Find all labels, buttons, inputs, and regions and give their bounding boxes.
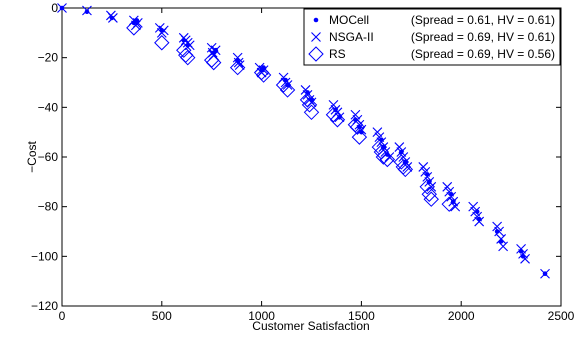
x-point — [516, 243, 526, 254]
x-tick-label: 0 — [59, 309, 66, 323]
dot-point — [283, 77, 288, 83]
diamond-point — [255, 67, 272, 83]
dot-point — [518, 249, 524, 254]
dot-point — [424, 172, 430, 177]
y-tick-label: 0 — [51, 1, 58, 15]
diamond-point — [180, 49, 196, 66]
y-tick-label: −60 — [38, 150, 59, 164]
dot-point — [520, 254, 526, 259]
dot-point — [309, 97, 314, 103]
x-point — [418, 162, 429, 172]
dot-point — [285, 82, 290, 88]
dot-point — [357, 124, 362, 130]
diamond-point — [126, 20, 142, 36]
dot-point — [109, 15, 115, 21]
dot-point — [213, 47, 218, 53]
x-point — [496, 234, 507, 244]
diamond-point — [301, 97, 318, 113]
y-tick-label: −40 — [38, 100, 59, 114]
x-point — [442, 181, 453, 192]
y-axis-label: −Cost — [25, 140, 39, 172]
legend-x-marker — [311, 32, 321, 42]
x-point — [350, 109, 361, 120]
diamond-point — [421, 186, 437, 202]
x-tick-label: 2000 — [448, 309, 475, 323]
diamond-point — [229, 59, 246, 76]
dot-point — [476, 216, 482, 222]
legend-box — [303, 8, 561, 66]
dot-point — [333, 107, 338, 113]
legend-stats-nsga2: (Spread = 0.69, HV = 0.61) — [411, 30, 555, 44]
dot-point — [494, 229, 500, 234]
dot-point — [403, 159, 408, 165]
x-point — [372, 127, 383, 138]
dot-point — [337, 114, 342, 120]
dot-point — [353, 117, 358, 123]
axis-ticks: 0 500 1000 1500 2000 2500 0 −20 −40 −60 −80 −100 −12… — [31, 1, 575, 323]
dot-point — [542, 271, 548, 277]
diamond-point — [275, 77, 292, 93]
legend-stats-rs: (Spread = 0.69, HV = 0.56) — [411, 47, 555, 61]
diamond-point — [351, 129, 368, 145]
diamond-point — [205, 54, 222, 71]
dot-point — [385, 152, 390, 157]
x-point — [474, 216, 485, 227]
dot-point — [399, 149, 404, 155]
legend-dot-marker — [313, 17, 319, 23]
dot-point — [59, 5, 65, 11]
legend-diamond-marker — [308, 46, 324, 62]
legend-markers — [308, 17, 324, 62]
x-axis-label: Customer Satisfaction — [252, 319, 369, 333]
diamond-point — [154, 35, 170, 51]
dot-point — [305, 90, 310, 95]
diamond-point — [423, 191, 439, 207]
dot-point — [181, 37, 187, 43]
dot-point — [474, 209, 480, 214]
legend: MOCell (Spread = 0.61, HV = 0.61) NSGA-I… — [303, 8, 561, 66]
x-tick-label: 1000 — [248, 309, 275, 323]
y-tick-label: −100 — [31, 249, 58, 263]
diamond-point — [176, 42, 192, 58]
dot-point — [185, 42, 191, 48]
diamond-point — [379, 151, 396, 168]
dot-point — [448, 191, 454, 197]
diamond-point — [303, 104, 320, 121]
legend-name-nsga2: NSGA-II — [329, 30, 374, 44]
y-tick-label: −80 — [38, 200, 59, 214]
legend-name-mocell: MOCell — [329, 13, 369, 27]
dot-point — [159, 28, 165, 33]
dot-point — [235, 57, 240, 63]
legend-stats-mocell: (Spread = 0.61, HV = 0.61) — [411, 13, 555, 27]
diamond-point — [397, 161, 414, 178]
x-point — [492, 221, 503, 232]
dot-point — [426, 179, 432, 185]
x-point — [306, 97, 317, 108]
x-tick-label: 2500 — [548, 309, 575, 323]
x-tick-label: 1500 — [348, 309, 375, 323]
dot-point — [381, 144, 386, 150]
dot-point — [379, 137, 384, 142]
dot-point — [450, 199, 456, 204]
x-tick-label: 500 — [152, 309, 172, 323]
dot-point — [359, 129, 364, 135]
data-marks — [57, 3, 550, 279]
y-tick-label: −20 — [38, 51, 59, 65]
diamond-point — [329, 112, 346, 128]
y-tick-label: −120 — [31, 299, 58, 313]
dot-point — [134, 18, 140, 23]
dot-point — [84, 9, 90, 15]
diamond-point — [279, 82, 296, 98]
dot-point — [498, 239, 504, 244]
dot-point — [261, 65, 266, 70]
legend-name-rs: RS — [329, 47, 346, 61]
